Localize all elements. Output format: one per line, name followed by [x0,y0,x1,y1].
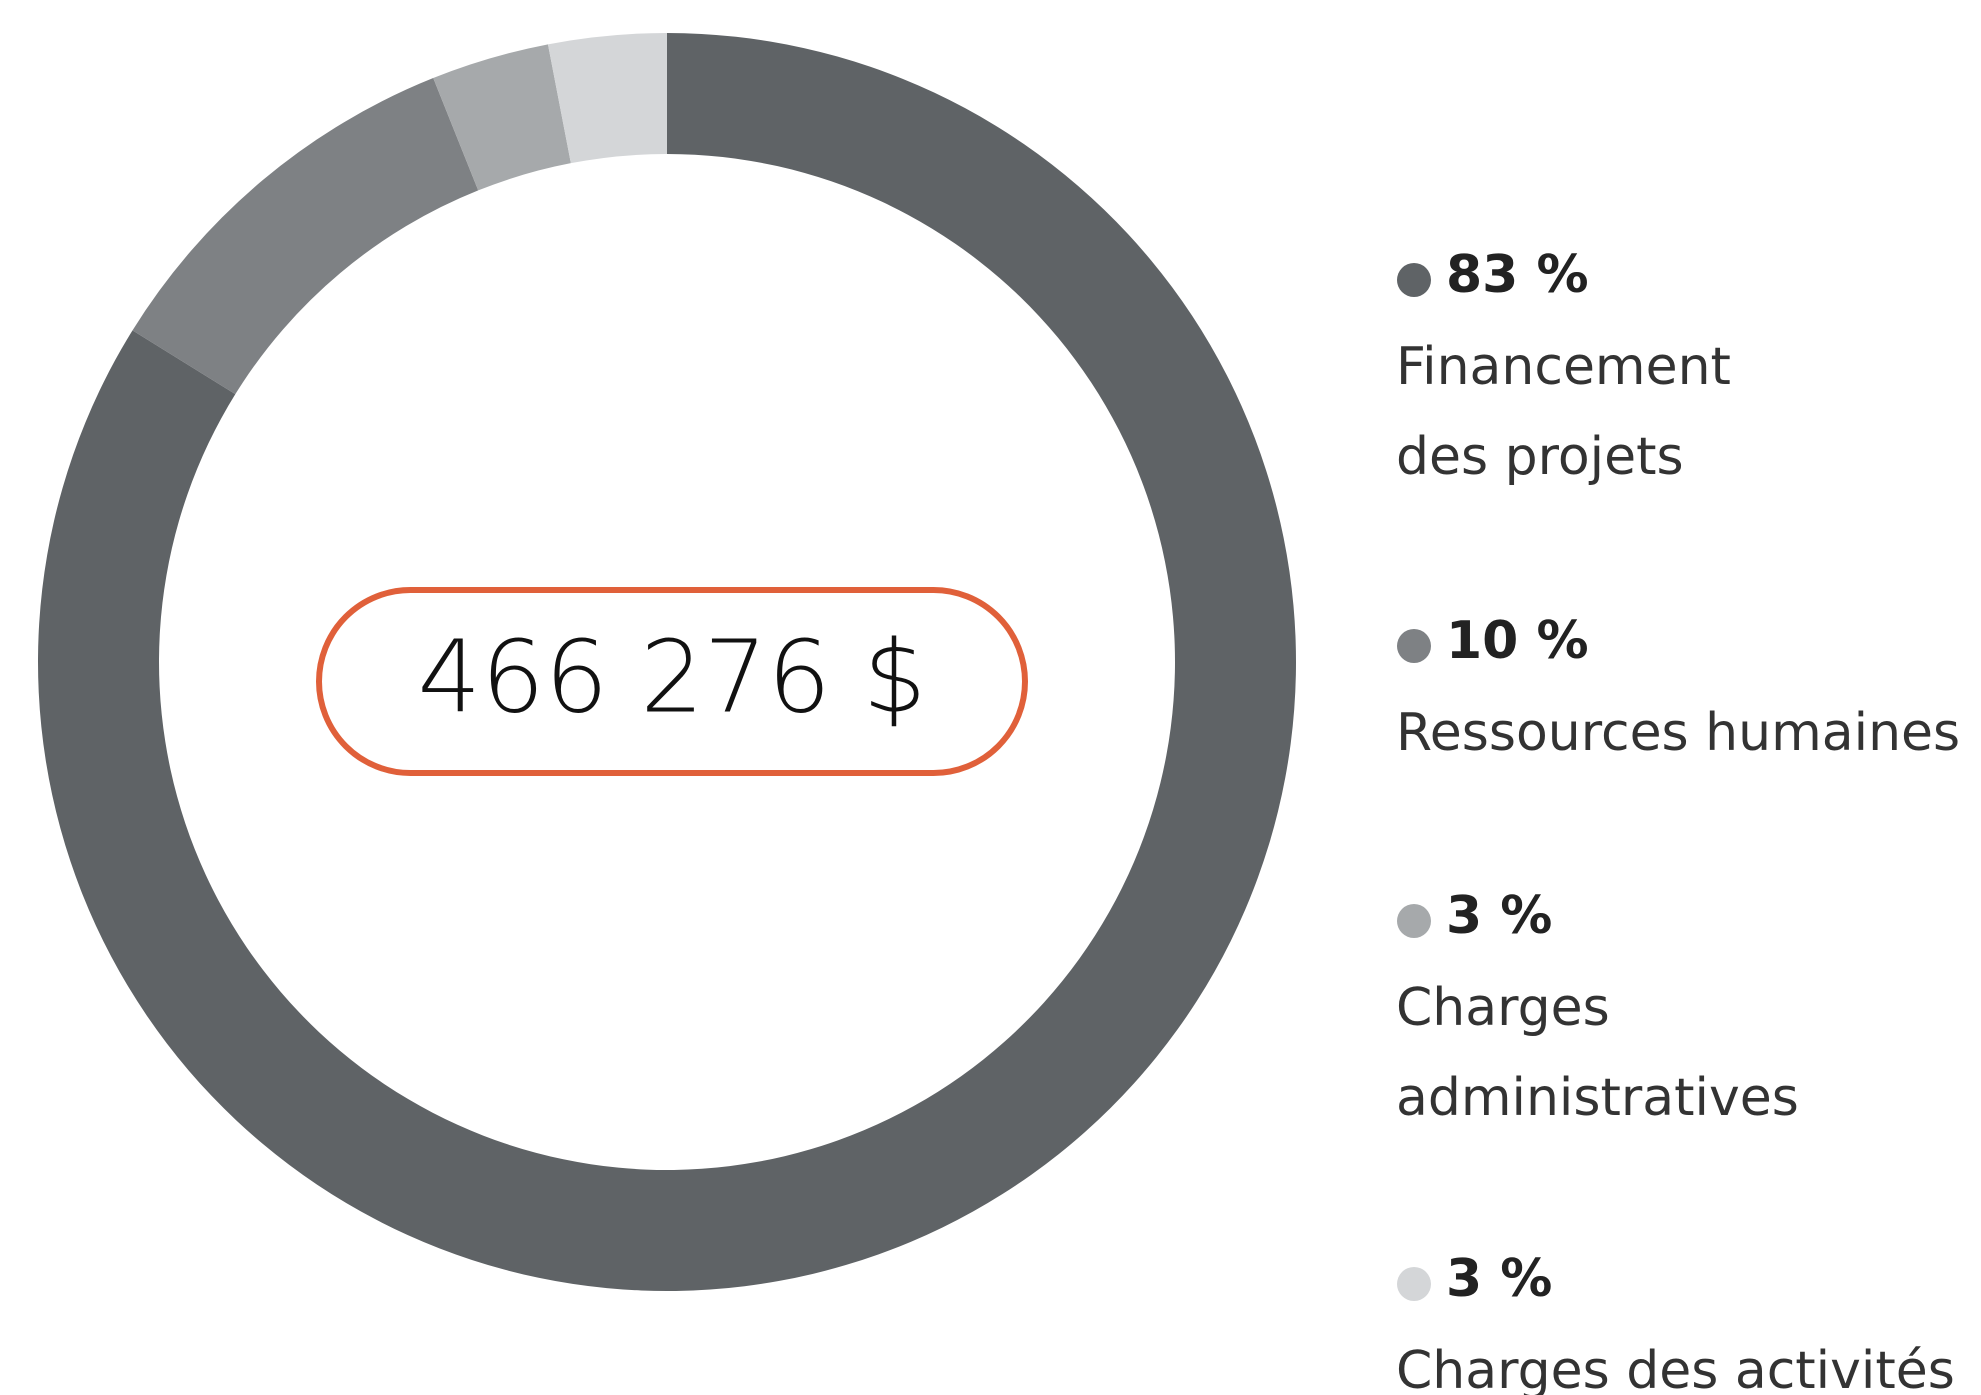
legend-value: 3 % [1446,1249,1552,1309]
donut [38,33,1297,1291]
legend: 83 % Financement des projets 10 % Ressources… [1396,245,1960,1395]
legend-value: 10 % [1446,611,1589,671]
legend-label: administratives [1396,1068,1799,1128]
legend-swatch [1397,263,1431,297]
donut-slice [433,44,571,191]
donut-slice [132,78,479,395]
legend-label: Ressources humaines [1396,703,1960,763]
legend-swatch [1397,1267,1431,1301]
donut-slice [547,33,667,164]
legend-value: 83 % [1446,245,1589,305]
legend-label: Charges [1396,978,1610,1038]
legend-value: 3 % [1446,886,1552,946]
legend-label: des projets [1396,427,1684,487]
center-label: 466 276 $ [418,618,927,735]
center-badge [316,587,1028,776]
legend-label: Charges des activités [1396,1341,1955,1395]
legend-label: Financement [1396,337,1731,397]
legend-swatch [1397,629,1431,663]
legend-swatch [1397,904,1431,938]
